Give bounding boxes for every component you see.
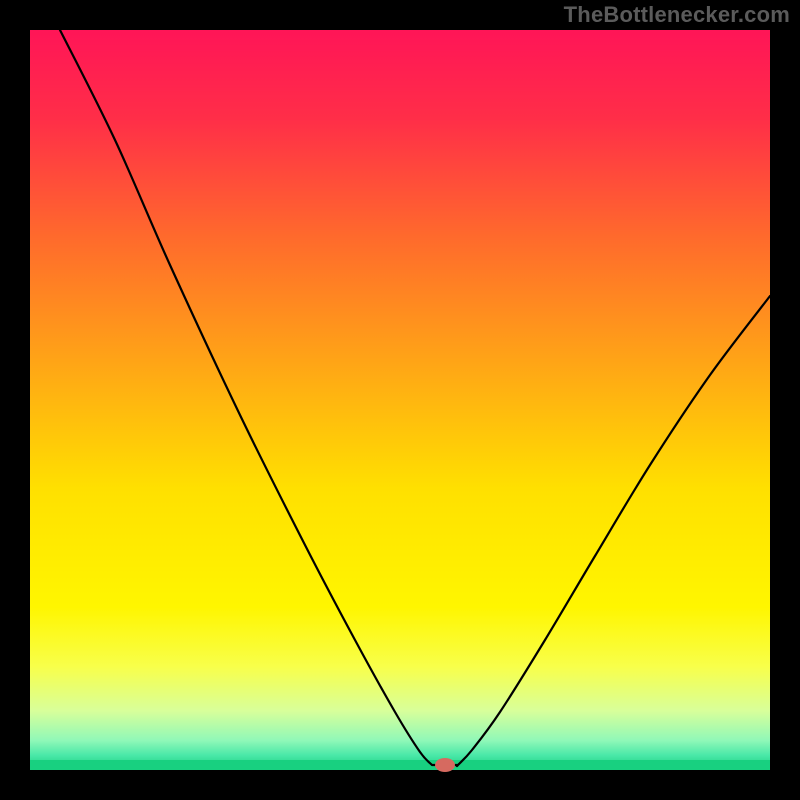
watermark-text: TheBottlenecker.com bbox=[564, 2, 790, 28]
chart-container: TheBottlenecker.com bbox=[0, 0, 800, 800]
bottom-band bbox=[30, 760, 770, 770]
bottleneck-marker bbox=[435, 758, 455, 772]
plot-area bbox=[30, 30, 770, 770]
bottleneck-chart bbox=[0, 0, 800, 800]
